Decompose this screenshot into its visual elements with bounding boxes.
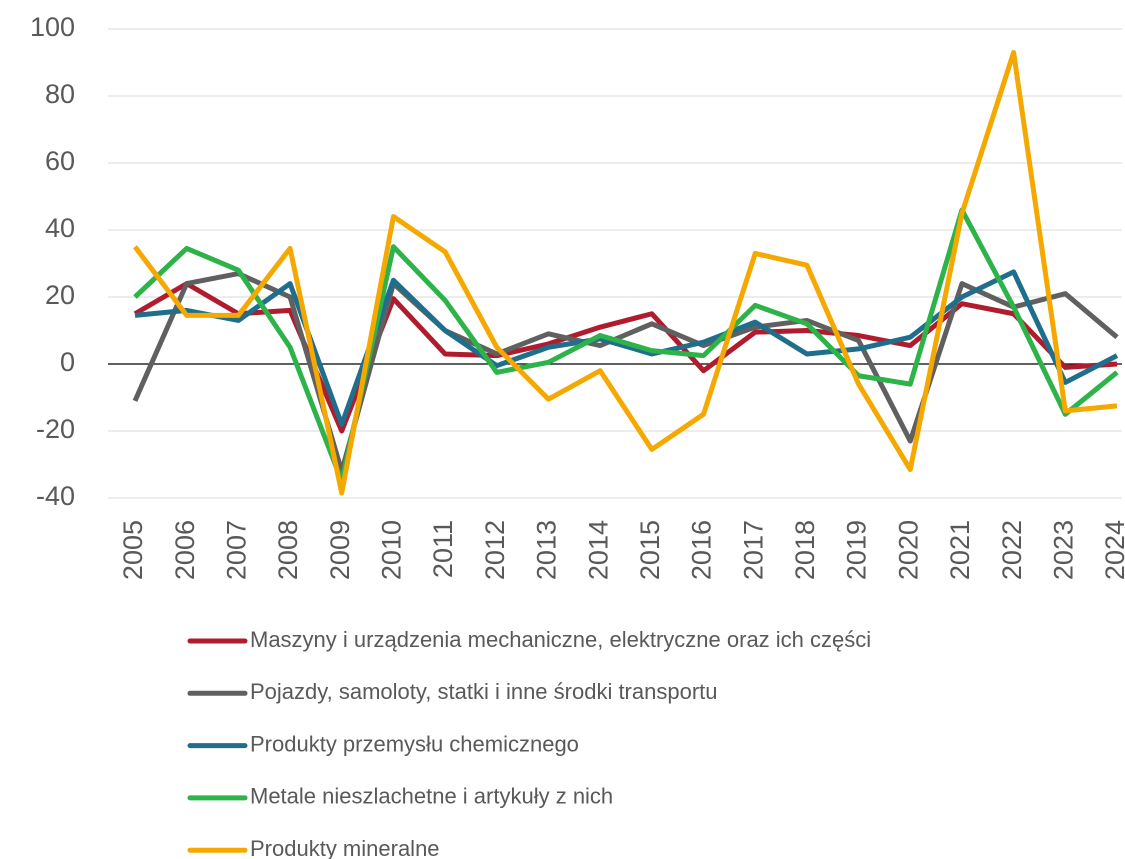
series-line	[133, 49, 1118, 496]
x-tick-label: 2006	[170, 520, 200, 580]
x-tick-label: 2011	[428, 520, 458, 578]
y-tick-label: 80	[45, 79, 75, 109]
x-tick-label: 2022	[997, 520, 1027, 580]
x-tick-label: 2007	[221, 520, 251, 580]
x-tick-label: 2020	[893, 520, 923, 580]
legend-label: Produkty mineralne	[250, 836, 440, 859]
legend-label: Produkty przemysłu chemicznego	[250, 731, 579, 756]
x-tick-label: 2021	[945, 520, 975, 580]
x-tick-label: 2013	[532, 520, 562, 580]
x-tick-label: 2017	[738, 520, 768, 580]
series-line	[132, 271, 1119, 474]
legend-label: Maszyny i urządzenia mechaniczne, elektr…	[250, 627, 871, 652]
x-tick-label: 2023	[1048, 520, 1078, 580]
y-tick-label: 40	[45, 213, 75, 243]
series-line	[133, 207, 1119, 484]
x-tick-label: 2012	[480, 520, 510, 580]
y-tick-label: -40	[36, 481, 75, 511]
x-tick-label: 2009	[325, 520, 355, 580]
x-tick-label: 2019	[842, 520, 872, 580]
y-tick-label: 20	[45, 280, 75, 310]
x-tick-label: 2010	[377, 520, 407, 580]
x-tick-label: 2015	[635, 520, 665, 580]
y-tick-label: 100	[30, 12, 75, 42]
x-tick-label: 2016	[687, 520, 717, 580]
x-tick-label: 2014	[583, 520, 613, 580]
x-tick-label: 2024	[1100, 520, 1125, 580]
y-tick-label: -20	[36, 414, 75, 444]
x-tick-label: 2005	[118, 520, 148, 580]
x-tick-label: 2008	[273, 520, 303, 580]
legend-label: Pojazdy, samoloty, statki i inne środki …	[250, 679, 718, 704]
series-line	[134, 269, 1119, 427]
x-tick-label: 2018	[790, 520, 820, 580]
legend-label: Metale nieszlachetne i artykuły z nich	[250, 784, 613, 809]
y-tick-label: 0	[60, 347, 75, 377]
y-tick-label: 60	[45, 146, 75, 176]
